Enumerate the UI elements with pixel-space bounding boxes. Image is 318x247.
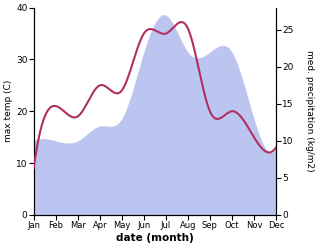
X-axis label: date (month): date (month) [116,233,194,243]
Y-axis label: max temp (C): max temp (C) [4,80,13,143]
Y-axis label: med. precipitation (kg/m2): med. precipitation (kg/m2) [305,50,314,172]
